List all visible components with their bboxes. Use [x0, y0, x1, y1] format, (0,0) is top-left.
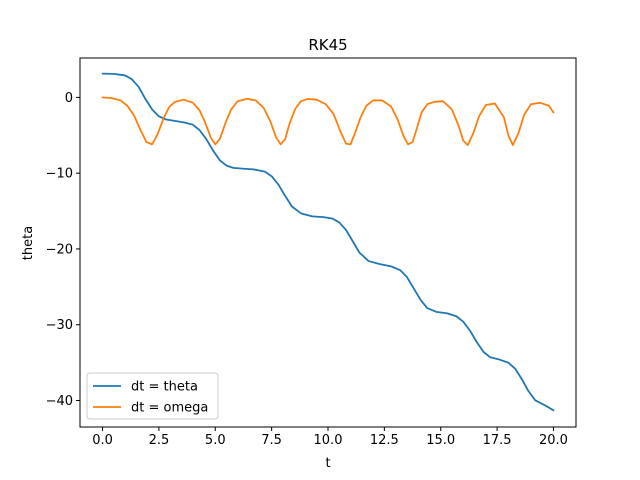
x-tick-label: 20.0	[539, 433, 568, 448]
x-tick-label: 2.5	[149, 433, 170, 448]
x-tick-label: 5.0	[205, 433, 226, 448]
y-tick-label: −10	[46, 167, 73, 182]
series-line-2	[101, 96, 555, 147]
chart-title: RK45	[308, 36, 347, 54]
y-axis-label: theta	[21, 226, 36, 260]
x-tick-label: 10.0	[314, 433, 343, 448]
series-layer	[101, 72, 555, 412]
y-tick-label: −20	[46, 242, 73, 257]
plot-frame	[79, 57, 577, 428]
y-tick-label: −30	[46, 318, 73, 333]
x-axis-label: t	[325, 456, 330, 471]
x-axis-ticks: 0.0 2.5 5.0 7.5 10.0 12.5 15.0 17.5 20.0	[92, 427, 568, 448]
series-line-1	[101, 72, 555, 412]
y-tick-label: −40	[46, 394, 73, 409]
x-tick-label: 15.0	[426, 433, 455, 448]
x-tick-label: 7.5	[261, 433, 282, 448]
legend-label-1: dt = theta	[131, 380, 198, 395]
legend: dt = theta dt = omega	[86, 372, 219, 420]
legend-label-2: dt = omega	[131, 401, 208, 416]
x-tick-label: 17.5	[483, 433, 512, 448]
y-tick-label: 0	[65, 91, 73, 106]
x-tick-label: 0.0	[92, 433, 113, 448]
y-axis-ticks: 0 −10 −20 −30 −40	[46, 91, 80, 409]
x-tick-label: 12.5	[370, 433, 399, 448]
